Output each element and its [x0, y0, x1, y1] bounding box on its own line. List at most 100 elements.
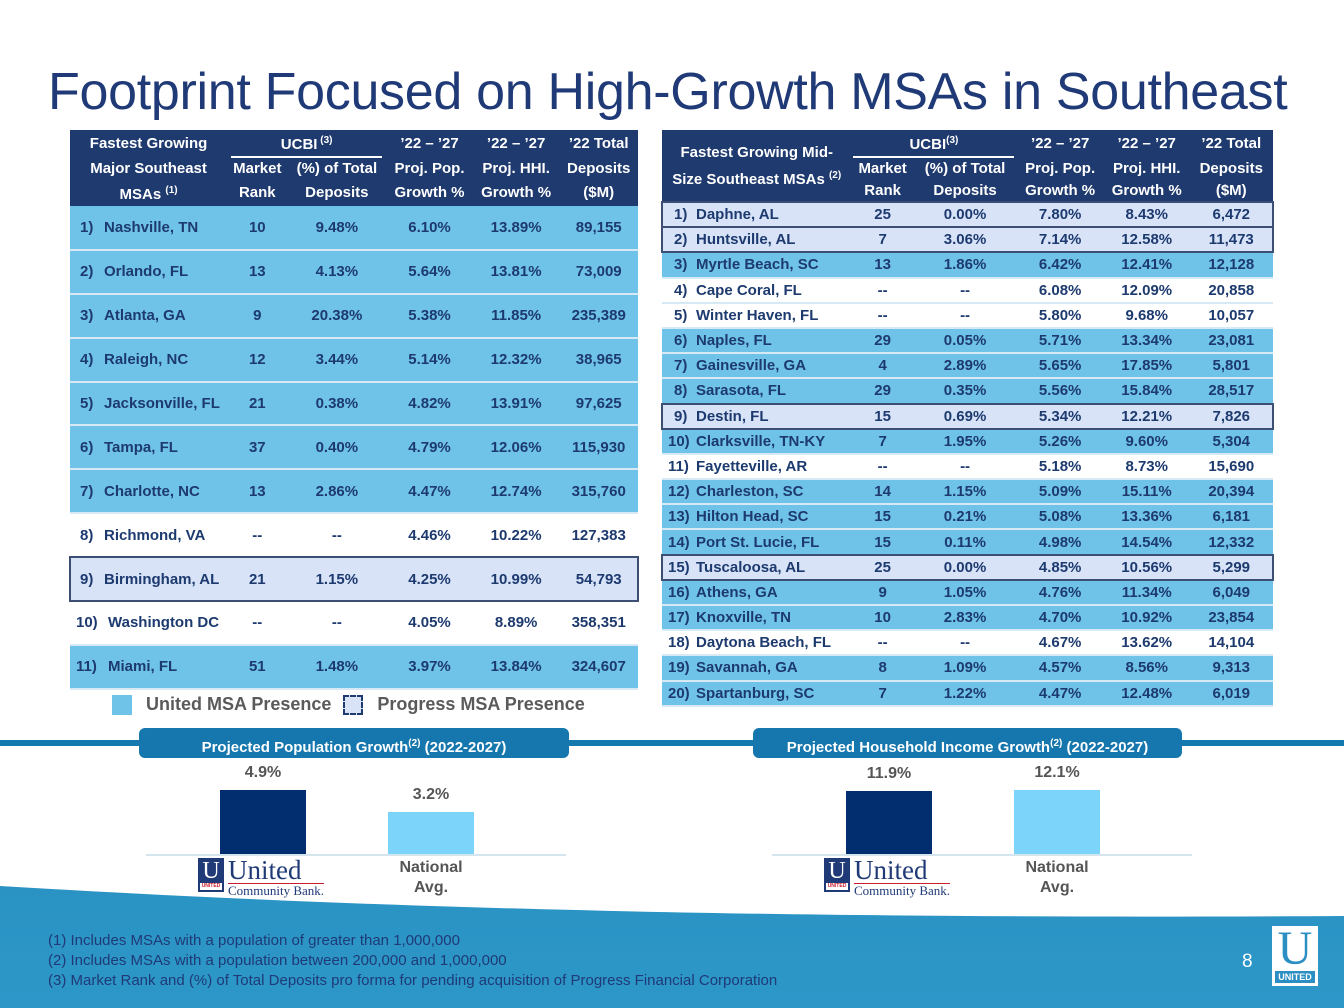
market-rank-cell: -- — [227, 601, 288, 646]
ucb-bar — [846, 791, 932, 854]
hhi-growth-cell: 10.56% — [1103, 554, 1190, 581]
header-hhi-line2: Proj. HHI. — [1103, 158, 1190, 180]
msa-name-cell: 6) Naples, FL — [662, 327, 852, 355]
header-ucbi-label: UCBI — [909, 136, 947, 153]
msa-name: Naples, FL — [696, 332, 772, 350]
total-deposits-cell: 315,760 — [559, 469, 638, 515]
pct-deposits-cell: 0.35% — [913, 378, 1017, 405]
pct-deposits-cell: 0.21% — [913, 504, 1017, 531]
header-ucbi-note: (3) — [946, 135, 959, 146]
header-pop-line2: Proj. Pop. — [1016, 158, 1104, 180]
pct-deposits-cell: 0.11% — [913, 529, 1017, 556]
market-rank-cell: -- — [851, 277, 914, 304]
msa-name: Atlanta, GA — [104, 307, 186, 325]
msa-name: Gainesville, GA — [696, 357, 807, 375]
ucb-logo-word-united: United — [854, 857, 951, 884]
msa-row: 14) Port St. Lucie, FL 15 0.11% 4.98% 14.54% 1… — [662, 529, 1273, 556]
ucb-logo-letter: U — [828, 858, 846, 884]
pct-deposits-cell: 0.40% — [287, 425, 387, 471]
msa-row: 8) Sarasota, FL 29 0.35% 5.56% 15.84% 28,517 — [662, 378, 1273, 405]
total-deposits-cell: 5,299 — [1189, 554, 1273, 581]
pct-deposits-cell: -- — [913, 277, 1017, 304]
header-msa: Fastest Growing — [70, 130, 228, 158]
hhi-growth-cell: 8.73% — [1103, 453, 1190, 481]
national-avg-bar — [388, 812, 474, 854]
msa-row: 1) Nashville, TN 10 9.48% 6.10% 13.89% 89,155 — [70, 206, 638, 251]
pct-deposits-cell: 1.22% — [913, 680, 1017, 707]
msa-name: Myrtle Beach, SC — [696, 256, 819, 274]
header-msa: Fastest Growing Mid- Size Southeast MSAs… — [662, 130, 852, 202]
msa-name: Birmingham, AL — [104, 570, 220, 588]
mid-size-msa-table: Fastest Growing Mid- Size Southeast MSAs… — [661, 130, 1274, 707]
header-msa-line3-text: MSAs — [119, 186, 162, 203]
market-rank-cell: 15 — [851, 504, 914, 531]
total-deposits-cell: 5,801 — [1189, 353, 1273, 380]
hhi-growth-cell: 10.99% — [472, 557, 560, 603]
ucb-logo-mark: U UNITED — [198, 858, 224, 892]
ucb-logo-letter: U — [202, 858, 220, 884]
market-rank-cell: 14 — [851, 479, 914, 506]
msa-name: Nashville, TN — [104, 218, 199, 236]
msa-name: Charlotte, NC — [104, 482, 200, 500]
population-chart-title-note: (2) — [408, 738, 421, 749]
market-rank-cell: 8 — [851, 655, 914, 682]
msa-rank-number: 5) — [80, 395, 94, 412]
hhi-growth-cell: 10.92% — [1103, 605, 1190, 632]
pct-deposits-cell: 2.89% — [913, 353, 1017, 380]
hhi-growth-cell: 13.81% — [472, 249, 560, 295]
msa-rank-number: 8) — [80, 526, 94, 544]
header-dep-line3: ($M) — [559, 180, 638, 206]
total-deposits-cell: 14,104 — [1189, 630, 1273, 657]
header-ucbi-label: UCBI — [280, 136, 318, 153]
market-rank-cell: 25 — [851, 202, 914, 229]
header-msa-line1: Fastest Growing — [89, 135, 208, 152]
pop-growth-cell: 6.42% — [1016, 252, 1104, 279]
market-rank-cell: -- — [851, 630, 914, 657]
msa-name-cell: 3) Myrtle Beach, SC — [662, 252, 852, 279]
pct-deposits-cell: 1.05% — [913, 579, 1017, 607]
msa-rank-number: 9) — [674, 407, 688, 425]
msa-name-cell: 14) Port St. Lucie, FL — [662, 529, 852, 556]
pop-growth-cell: 4.70% — [1016, 605, 1104, 632]
msa-name-cell: 8) Sarasota, FL — [662, 378, 852, 405]
total-deposits-cell: 6,181 — [1189, 504, 1273, 531]
msa-row: 17) Knoxville, TN 10 2.83% 4.70% 10.92% 23,854 — [662, 605, 1273, 632]
header-rank-line2: Rank — [227, 180, 288, 206]
msa-name-cell: 13) Hilton Head, SC — [662, 504, 852, 531]
header-msa-line2: Size Southeast MSAs — [672, 171, 825, 188]
pop-growth-cell: 5.71% — [1016, 327, 1104, 355]
market-rank-cell: 13 — [227, 469, 288, 515]
market-rank-cell: -- — [227, 513, 288, 559]
msa-rank-number: 15) — [668, 558, 690, 576]
msa-name-cell: 4) Raleigh, NC — [70, 337, 228, 383]
hhi-growth-cell: 12.41% — [1103, 252, 1190, 279]
pop-growth-cell: 6.08% — [1016, 277, 1104, 304]
header-dep-line2: Deposits — [1189, 158, 1273, 180]
market-rank-cell: 7 — [851, 428, 914, 455]
header-ucbi: UCBI(3) — [851, 130, 1017, 158]
header-dep-line3: ($M) — [1189, 180, 1273, 202]
pop-growth-cell: 5.18% — [1016, 453, 1104, 481]
msa-rank-number: 3) — [80, 307, 94, 325]
hhi-growth-cell: 13.36% — [1103, 504, 1190, 531]
header-hhi-line3: Growth % — [472, 180, 560, 206]
total-deposits-cell: 5,304 — [1189, 428, 1273, 455]
united-community-bank-logo: U UNITED United Community Bank. — [198, 857, 325, 898]
divider-line-right — [1180, 740, 1344, 746]
pct-deposits-cell: 0.38% — [287, 381, 387, 427]
total-deposits-cell: 6,472 — [1189, 202, 1273, 229]
market-rank-cell: 9 — [227, 293, 288, 339]
national-avg-bar — [1014, 790, 1100, 854]
msa-name: Port St. Lucie, FL — [696, 533, 820, 551]
pct-deposits-cell: 4.13% — [287, 249, 387, 295]
hhi-growth-cell: 15.11% — [1103, 479, 1190, 506]
msa-rank-number: 12) — [668, 483, 690, 501]
pop-growth-cell: 4.57% — [1016, 655, 1104, 682]
hhi-growth-cell: 11.85% — [472, 293, 560, 339]
pop-growth-cell: 4.82% — [386, 381, 473, 427]
msa-row: 7) Charlotte, NC 13 2.86% 4.47% 12.74% 315,760 — [70, 469, 638, 515]
market-rank-cell: 13 — [227, 249, 288, 295]
chart-baseline — [772, 854, 1192, 856]
msa-row: 16) Athens, GA 9 1.05% 4.76% 11.34% 6,049 — [662, 579, 1273, 607]
msa-name-cell: 20) Spartanburg, SC — [662, 680, 852, 707]
